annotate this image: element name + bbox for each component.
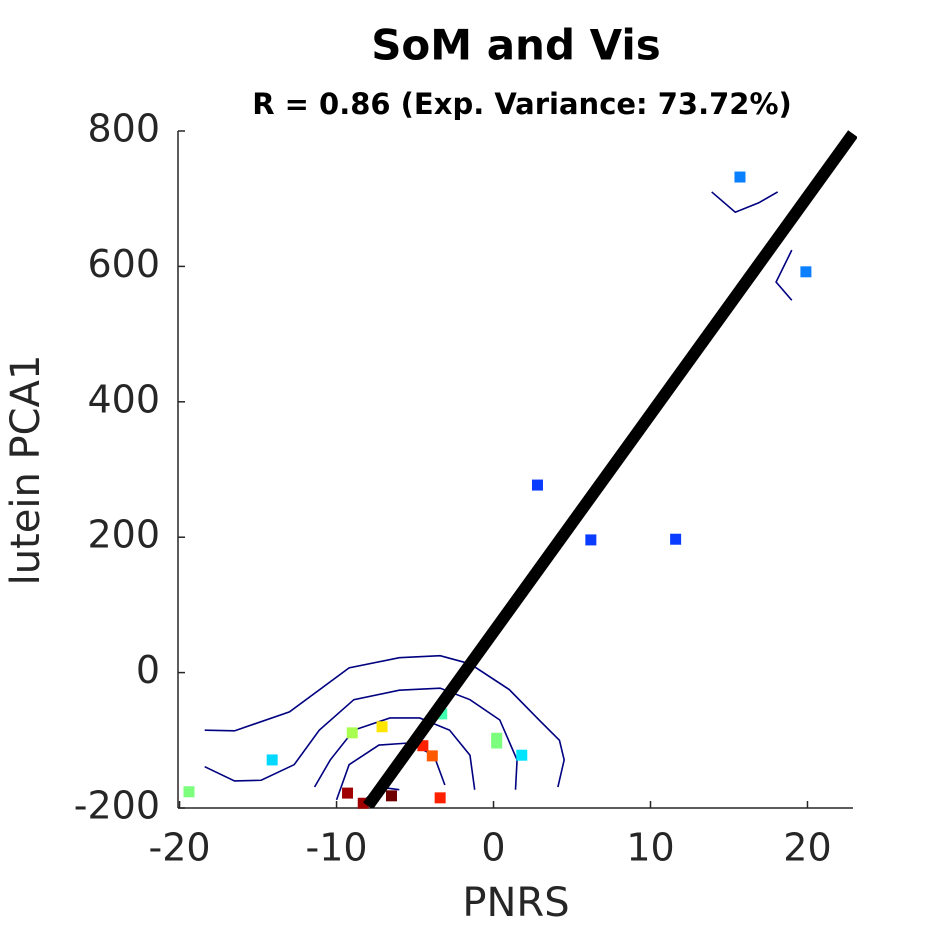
chart-subtitle: R = 0.86 (Exp. Variance: 73.72%) xyxy=(252,87,792,121)
point xyxy=(342,787,354,799)
point xyxy=(346,727,358,739)
y-tick-label: 0 xyxy=(136,648,160,692)
point xyxy=(266,754,278,766)
point xyxy=(385,790,397,802)
fit-line xyxy=(363,130,857,808)
point xyxy=(491,737,503,749)
point xyxy=(417,740,429,752)
x-axis-label: PNRS xyxy=(462,880,569,926)
y-tick-label: 600 xyxy=(87,242,160,286)
y-tick-label: 200 xyxy=(87,513,160,557)
point xyxy=(585,534,597,546)
point xyxy=(670,533,682,545)
y-tick-label: -200 xyxy=(74,784,160,828)
point xyxy=(434,792,446,804)
y-axis-label: lutein PCA1 xyxy=(3,355,49,586)
point xyxy=(516,749,528,761)
point xyxy=(734,171,746,183)
x-tick-label: 10 xyxy=(626,826,674,870)
x-tick-label: -10 xyxy=(306,826,368,870)
contour-line xyxy=(711,191,779,214)
chart-title: SoM and Vis xyxy=(371,21,661,70)
y-tick-label: 800 xyxy=(87,107,160,151)
point xyxy=(531,479,543,491)
point xyxy=(376,721,388,733)
contour-line xyxy=(775,249,793,301)
x-tick-label: 20 xyxy=(783,826,831,870)
contour-line xyxy=(204,687,518,790)
contour-line xyxy=(313,717,476,790)
point xyxy=(800,266,812,278)
x-tick-label: 0 xyxy=(481,826,505,870)
contour-line xyxy=(204,654,565,788)
y-tick-label: 400 xyxy=(87,377,160,421)
point xyxy=(357,797,369,809)
x-tick-label: -20 xyxy=(149,826,211,870)
point xyxy=(183,786,195,798)
point xyxy=(426,750,438,762)
